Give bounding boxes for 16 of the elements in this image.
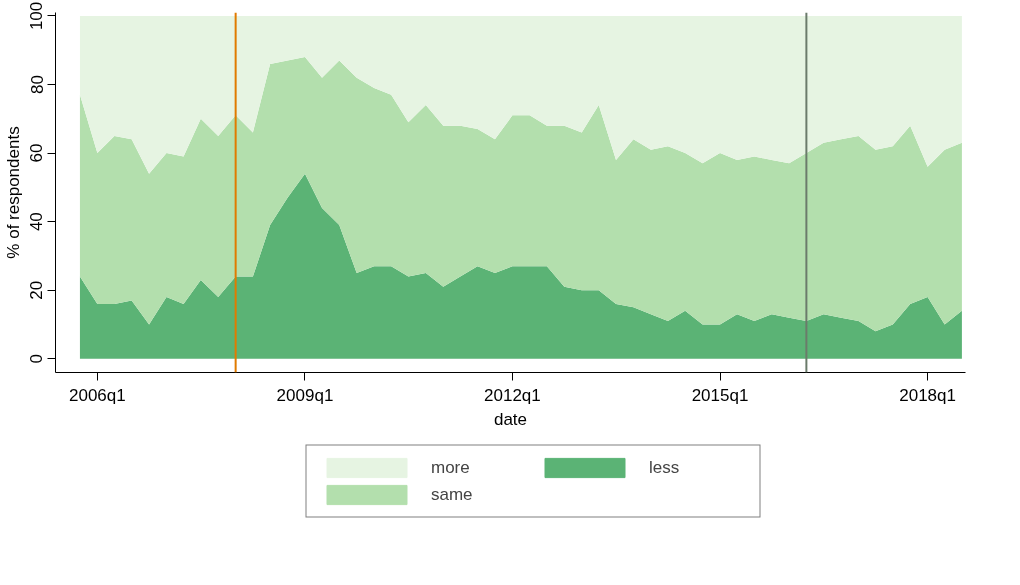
x-tick-label: 2018q1 [899, 385, 956, 405]
y-tick-label: 60 [27, 143, 47, 163]
y-tick-label: 20 [27, 280, 47, 300]
y-tick-label: 80 [27, 75, 47, 94]
y-axis-title: % of respondents [3, 126, 23, 259]
x-tick-label: 2012q1 [484, 385, 541, 405]
x-tick-label: 2009q1 [276, 385, 334, 405]
y-tick-label: 40 [27, 212, 47, 232]
x-tick-label: 2006q1 [69, 385, 126, 405]
y-tick-label: 0 [27, 354, 47, 364]
legend-label: more [431, 457, 471, 478]
x-axis-title: date [493, 409, 528, 429]
legend-label: same [431, 484, 474, 505]
legend-label: less [649, 457, 681, 478]
x-tick-label: 2015q1 [691, 385, 749, 405]
y-tick-label: 100 [27, 1, 47, 31]
